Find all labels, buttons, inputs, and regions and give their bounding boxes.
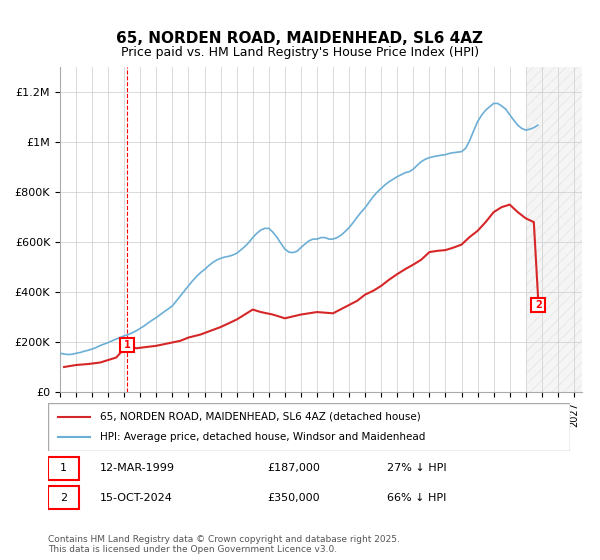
Text: £187,000: £187,000 bbox=[267, 463, 320, 473]
FancyBboxPatch shape bbox=[48, 403, 570, 451]
Text: 12-MAR-1999: 12-MAR-1999 bbox=[100, 463, 175, 473]
Text: 65, NORDEN ROAD, MAIDENHEAD, SL6 4AZ: 65, NORDEN ROAD, MAIDENHEAD, SL6 4AZ bbox=[116, 31, 484, 46]
Text: 2: 2 bbox=[60, 493, 67, 503]
Text: 2: 2 bbox=[535, 300, 542, 310]
Text: 27% ↓ HPI: 27% ↓ HPI bbox=[388, 463, 447, 473]
Bar bbox=[526, 67, 582, 392]
FancyBboxPatch shape bbox=[48, 486, 79, 510]
Text: 1: 1 bbox=[124, 340, 131, 350]
Text: HPI: Average price, detached house, Windsor and Maidenhead: HPI: Average price, detached house, Wind… bbox=[100, 432, 425, 442]
Text: 15-OCT-2024: 15-OCT-2024 bbox=[100, 493, 173, 503]
Text: £350,000: £350,000 bbox=[267, 493, 320, 503]
Text: 66% ↓ HPI: 66% ↓ HPI bbox=[388, 493, 446, 503]
FancyBboxPatch shape bbox=[48, 456, 79, 480]
Text: 65, NORDEN ROAD, MAIDENHEAD, SL6 4AZ (detached house): 65, NORDEN ROAD, MAIDENHEAD, SL6 4AZ (de… bbox=[100, 412, 421, 422]
Text: 1: 1 bbox=[60, 463, 67, 473]
Text: Price paid vs. HM Land Registry's House Price Index (HPI): Price paid vs. HM Land Registry's House … bbox=[121, 46, 479, 59]
Text: Contains HM Land Registry data © Crown copyright and database right 2025.
This d: Contains HM Land Registry data © Crown c… bbox=[48, 535, 400, 554]
